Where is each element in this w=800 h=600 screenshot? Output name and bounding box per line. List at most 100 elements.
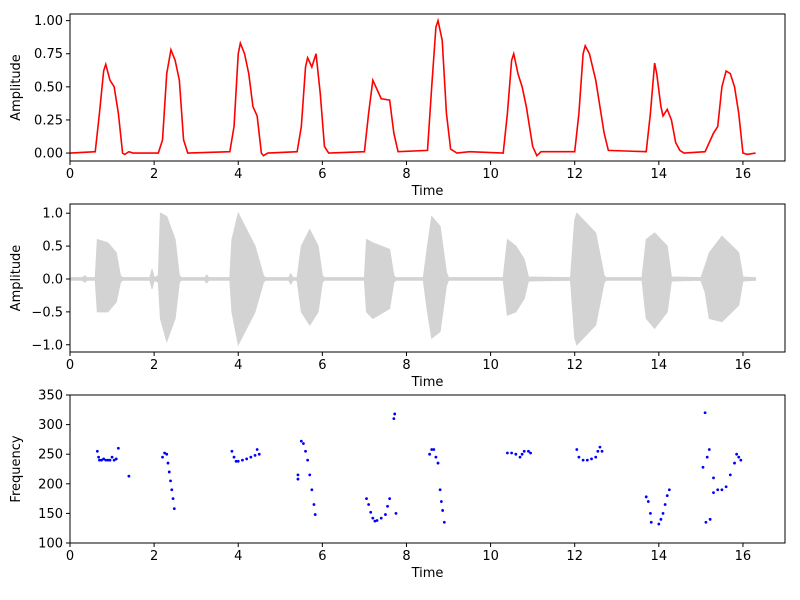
y-tick-label: 150 xyxy=(38,507,63,522)
y-tick-label: 100 xyxy=(38,537,63,552)
point xyxy=(384,513,387,516)
point xyxy=(739,458,743,462)
x-tick-label: 2 xyxy=(150,549,158,564)
point xyxy=(659,517,663,521)
subplot: 0 2 4 6 8 10 12 14 16 0.00 0.25 0.50 0.75 1.00 Time Amp… xyxy=(9,13,786,199)
point xyxy=(104,458,108,462)
point xyxy=(716,488,720,492)
point xyxy=(375,519,379,522)
point xyxy=(577,455,581,459)
point xyxy=(585,458,589,462)
x-tick-label: 0 xyxy=(66,358,74,373)
point xyxy=(114,457,118,461)
point xyxy=(518,455,522,459)
x-axis-label: Time xyxy=(411,375,444,390)
x-tick-label: 14 xyxy=(651,167,668,182)
x-tick-label: 2 xyxy=(150,167,158,182)
x-tick-label: 2 xyxy=(150,358,158,373)
point xyxy=(600,449,604,453)
point xyxy=(436,461,440,465)
point xyxy=(166,461,170,465)
point xyxy=(97,455,100,459)
point xyxy=(575,448,579,451)
point xyxy=(163,451,167,455)
y-tick-label: −1.0 xyxy=(31,338,63,353)
point xyxy=(649,520,653,524)
x-tick-label: 12 xyxy=(566,549,583,564)
x-tick-label: 6 xyxy=(318,358,326,373)
x-tick-label: 10 xyxy=(482,167,499,182)
point xyxy=(735,452,739,456)
point xyxy=(506,451,509,455)
point xyxy=(439,500,443,503)
point xyxy=(236,459,240,463)
x-tick-label: 0 xyxy=(66,549,74,564)
x-tick-label: 16 xyxy=(735,549,752,564)
point xyxy=(296,477,300,481)
x-tick-label: 14 xyxy=(651,358,668,373)
plot-area xyxy=(95,411,743,526)
point xyxy=(116,446,120,450)
point xyxy=(724,485,728,489)
point xyxy=(310,488,314,492)
point xyxy=(428,452,432,456)
point xyxy=(232,455,236,459)
x-tick-label: 10 xyxy=(482,358,499,373)
point xyxy=(127,474,131,478)
y-tick-label: 300 xyxy=(38,418,63,433)
point xyxy=(712,491,715,495)
point xyxy=(514,452,518,456)
point xyxy=(733,461,736,465)
plot-area xyxy=(70,17,756,158)
y-tick-label: 0.75 xyxy=(34,47,63,62)
y-tick-label: 0.5 xyxy=(42,240,63,255)
point xyxy=(161,455,164,459)
point xyxy=(665,494,669,498)
point xyxy=(438,488,442,492)
point xyxy=(737,455,741,459)
y-tick-label: 0.00 xyxy=(34,147,63,162)
point xyxy=(108,458,112,462)
point xyxy=(112,458,116,462)
x-tick-label: 10 xyxy=(482,549,499,564)
point xyxy=(167,470,171,474)
point xyxy=(441,509,445,512)
point xyxy=(667,488,671,492)
y-tick-label: 350 xyxy=(38,389,63,404)
point xyxy=(241,458,244,462)
point xyxy=(165,452,169,456)
point xyxy=(312,503,316,506)
axes-frame xyxy=(69,203,786,353)
point xyxy=(102,457,106,461)
x-tick-label: 16 xyxy=(735,358,752,373)
point xyxy=(379,516,383,520)
point xyxy=(230,449,234,453)
point xyxy=(644,495,648,499)
point xyxy=(110,455,114,459)
point xyxy=(369,510,373,514)
point xyxy=(708,517,712,521)
point xyxy=(596,449,600,453)
point xyxy=(386,504,389,508)
point xyxy=(171,497,175,500)
subplot: 0 2 4 6 8 10 12 14 16 100 150 200 250 300 350 Time Frequ… xyxy=(9,389,786,581)
x-tick-label: 4 xyxy=(234,358,242,373)
point xyxy=(590,457,593,461)
point xyxy=(529,451,532,455)
point xyxy=(522,449,526,453)
point xyxy=(170,488,174,492)
point xyxy=(95,449,99,453)
y-tick-label: 1.00 xyxy=(34,14,63,29)
point xyxy=(302,442,305,445)
point xyxy=(434,455,438,459)
point xyxy=(371,516,375,520)
point xyxy=(257,452,261,456)
point xyxy=(299,439,303,443)
point xyxy=(663,503,667,506)
point xyxy=(98,458,101,462)
point xyxy=(701,465,705,469)
point xyxy=(703,411,707,415)
y-tick-label: 1.0 xyxy=(42,207,63,222)
x-axis-label: Time xyxy=(411,566,444,581)
point xyxy=(657,522,661,526)
